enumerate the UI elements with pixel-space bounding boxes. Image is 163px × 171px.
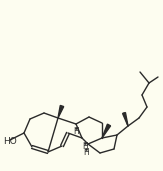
Text: HO: HO [3, 136, 17, 146]
Polygon shape [102, 124, 111, 138]
Polygon shape [123, 113, 128, 126]
Text: H: H [82, 142, 88, 151]
Text: H: H [83, 148, 89, 157]
Text: H: H [73, 127, 79, 136]
Polygon shape [58, 106, 64, 118]
